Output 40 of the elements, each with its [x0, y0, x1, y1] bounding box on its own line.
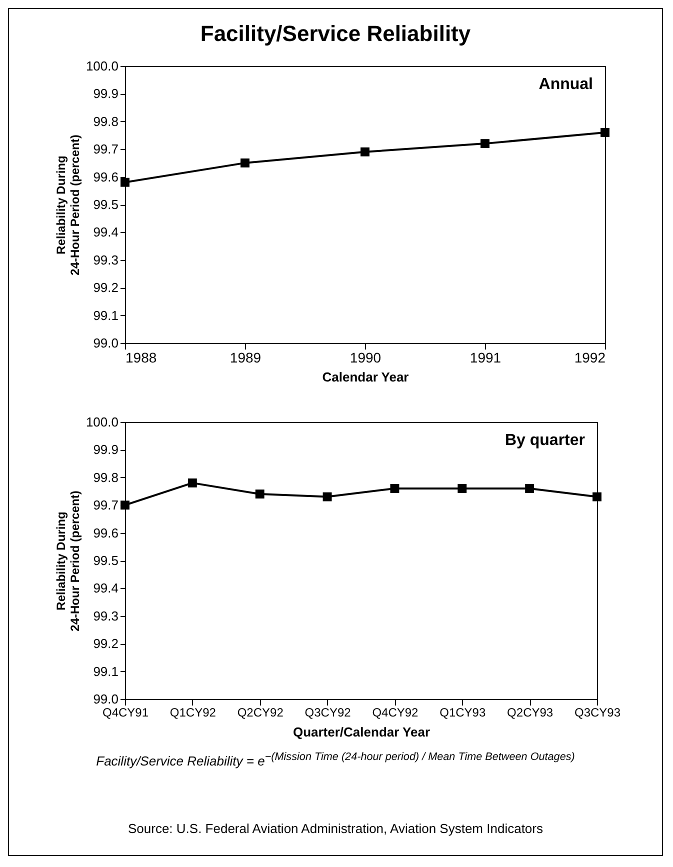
y-tick-label: 99.6 [93, 525, 118, 540]
x-tick-label: Q4CY91 [102, 706, 149, 720]
y-tick-label: 99.3 [93, 608, 118, 624]
source-note: Source: U.S. Federal Aviation Administration, Aviation System Indicators [126, 821, 544, 836]
x-tick-label: Q1CY93 [440, 706, 486, 720]
y-tick-label: 99.7 [93, 498, 118, 513]
annotation: Annual [538, 76, 593, 93]
x-tick-label: Q3CY92 [304, 706, 352, 720]
y-tick-label: 99.0 [93, 692, 118, 706]
x-tick-label: 1990 [350, 350, 382, 366]
y-tick-label: 100.0 [86, 414, 118, 430]
annotation: By quarter [504, 432, 585, 449]
point [322, 492, 332, 502]
point [188, 478, 197, 488]
x-tick-label: 1989 [230, 350, 262, 366]
point [255, 490, 264, 498]
y-tick-label: 99.4 [93, 580, 118, 596]
x-tick-label: 1992 [574, 350, 606, 366]
y-axis-title: Reliability During 24-Hour Period (percent) [54, 134, 82, 276]
x-axis-title: Quarter/Calendar Year [292, 724, 430, 740]
y-axis-title: Reliability During 24-Hour Period (percent) [54, 490, 82, 632]
y-tick-label: 99.9 [93, 442, 118, 458]
x-tick-label: Q3CY93 [574, 706, 621, 720]
point [458, 484, 467, 493]
x-tick-label: Q2CY93 [507, 706, 554, 720]
x-tick-label: 1991 [470, 350, 502, 366]
point [592, 492, 602, 502]
x-tick-label: Q4CY92 [372, 706, 419, 720]
x-axis-title: Calendar Year [322, 370, 409, 384]
y-tick-label: 99.1 [93, 664, 118, 679]
x-tick-label: 1988 [126, 350, 157, 366]
y-tick-label: 99.5 [93, 553, 118, 568]
point [390, 484, 400, 493]
y-tick-label: 99.8 [93, 470, 118, 485]
x-tick-label: Q1CY92 [170, 706, 216, 720]
text: Facility/Service Reliability = e$^{−(Mission Time (24-hour period) / Mean Time Between Outages)}$ [95, 751, 576, 768]
point [525, 484, 534, 493]
chart-title: Facility/Service Reliability [199, 21, 472, 47]
x-tick-label: Q2CY92 [237, 706, 284, 720]
y-tick-label: 99.2 [93, 636, 118, 652]
